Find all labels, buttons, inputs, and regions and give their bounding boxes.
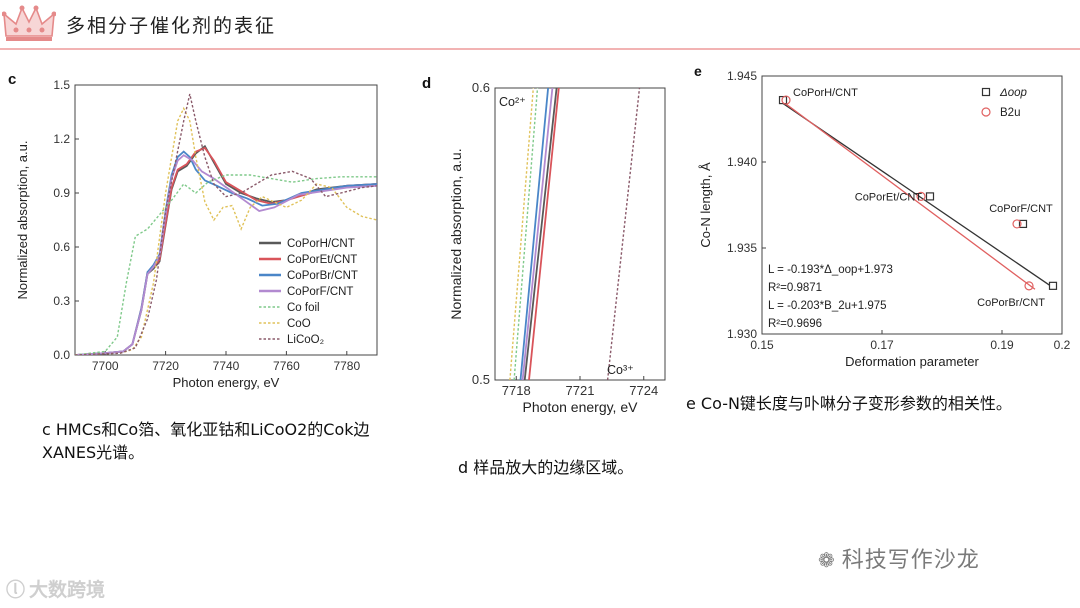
series-line-coporf-cnt — [521, 88, 554, 380]
x-tick-label: 7740 — [213, 359, 240, 373]
series-line-licoo — [75, 93, 377, 355]
legend-label--oop: Δoop — [999, 87, 1028, 99]
legend-label-coo: CoO — [287, 318, 311, 330]
point-label-coporf-cnt: CoPorF/CNT — [989, 203, 1053, 215]
legend-marker--oop — [981, 87, 991, 97]
y-axis-label: Normalized absorption, a.u. — [448, 148, 464, 319]
plot-frame — [761, 75, 1063, 335]
point-label-coporet-cnt: CoPorEt/CNT — [855, 191, 923, 203]
x-tick-label: 7700 — [92, 359, 119, 373]
header-divider — [0, 48, 1080, 50]
watermark-right: ❁ 科技写作沙龙 — [818, 542, 980, 574]
panel-label-d: d — [422, 75, 431, 92]
point-label-coporbr-cnt: CoPorBr/CNT — [977, 297, 1045, 309]
series-line-coo — [75, 106, 377, 355]
y-tick-label: 1.5 — [53, 78, 70, 92]
fit-equation-2: L = -0.203*B_2u+1.975 — [768, 300, 887, 312]
x-tick-label: 7718 — [502, 383, 531, 398]
fit-equation-1: R²=0.9871 — [768, 282, 822, 294]
caption-d: d 样品放大的边缘区域。 — [458, 458, 634, 477]
page-header: 多相分子催化剂的表征 — [0, 0, 1080, 50]
y-tick-label: 0.6 — [53, 240, 70, 254]
data-point--oop — [1048, 281, 1058, 290]
watermark-right-text: 科技写作沙龙 — [841, 548, 980, 573]
y-tick-label: 0.3 — [53, 294, 70, 308]
series-line-coporbr-cnt — [519, 88, 549, 380]
series-line-coporh-cnt — [523, 88, 558, 380]
data-point--oop — [925, 192, 935, 201]
x-axis-label: Deformation parameter — [845, 354, 979, 369]
y-tick-label: 1.940 — [727, 155, 757, 169]
y-tick-label: 0.5 — [472, 372, 490, 387]
plot-frame — [494, 87, 666, 381]
x-tick-label: 7721 — [566, 383, 595, 398]
x-axis-label: Photon energy, eV — [173, 375, 280, 390]
point-label-coporh-cnt: CoPorH/CNT — [793, 87, 858, 99]
x-tick-label: 0.17 — [870, 338, 894, 352]
logo-icon: ⓛ — [6, 579, 26, 601]
data-point-b2u — [1012, 219, 1022, 229]
y-tick-label: 0.6 — [472, 80, 490, 95]
chart-c: c 7700 7720 7740 7760 7780 0.0 0.3 0.6 0.9 1.2 1.5 P… — [8, 71, 378, 390]
x-tick-label: 7760 — [273, 359, 300, 373]
page-title: 多相分子催化剂的表征 — [66, 15, 277, 37]
x-tick-label: 0.19 — [990, 338, 1014, 352]
data-point--oop — [1018, 219, 1028, 229]
fit-line-b2u — [782, 101, 1036, 290]
annotation-co2: Co²⁺ — [499, 95, 526, 109]
y-tick-label: 0.0 — [53, 348, 70, 362]
legend-label-b2u: B2u — [1000, 107, 1020, 119]
caption-c: c HMCs和Co箔、氧化亚钴和LiCoO2的Cok边XANES光谱。 — [42, 420, 370, 462]
y-axis-label: Co-N length, Å — [698, 162, 713, 248]
y-tick-label: 1.930 — [727, 327, 757, 341]
y-tick-label: 1.2 — [53, 132, 70, 146]
fit-line--oop — [782, 102, 1054, 289]
legend-label-licoo: LiCoO₂ — [287, 334, 324, 346]
watermark-left: ⓛ 大数跨境 — [6, 575, 105, 602]
x-tick-label: 7724 — [629, 383, 658, 398]
data-point-b2u — [1024, 281, 1034, 291]
y-axis-label: Normalized absorption, a.u. — [15, 141, 30, 300]
x-tick-label: 7720 — [152, 359, 179, 373]
series-line-coporh-cnt — [75, 144, 377, 355]
x-tick-label: 7780 — [333, 359, 360, 373]
wechat-icon: ❁ — [818, 548, 836, 572]
plot-frame — [74, 84, 378, 356]
series-line-coporf-cnt — [75, 154, 377, 355]
fit-equation-0: L = -0.193*Δ_oop+1.973 — [768, 264, 893, 276]
caption-e: e Co-N键长度与卟啉分子变形参数的相关性。 — [686, 394, 1012, 413]
series-line-co-foil — [75, 174, 377, 355]
legend-label-co-foil: Co foil — [287, 302, 320, 314]
panel-label-e: e — [694, 63, 702, 79]
crown-icon — [2, 5, 56, 41]
legend-marker-b2u — [981, 107, 991, 117]
data-point-b2u — [781, 95, 791, 105]
series-line-coporet-cnt — [75, 146, 377, 355]
series-line-coporet-cnt — [528, 88, 560, 380]
chart-d: d 7718 7721 7724 0.5 0.6 Photon energy, eV Norm… — [422, 75, 666, 415]
x-axis-label: Photon energy, eV — [523, 399, 639, 415]
fit-equation-3: R²=0.9696 — [768, 318, 822, 330]
legend-label-coporf-cnt: CoPorF/CNT — [287, 286, 353, 298]
x-tick-label: 0.2 — [1054, 338, 1071, 352]
series-line-co-foil — [513, 88, 539, 380]
legend-label-coporbr-cnt: CoPorBr/CNT — [287, 270, 358, 282]
y-tick-label: 1.945 — [727, 69, 757, 83]
series-line-licoo — [606, 88, 641, 380]
y-tick-label: 1.935 — [727, 241, 757, 255]
data-point-b2u — [916, 191, 926, 201]
chart-e: e 0.15 0.17 0.19 0.2 1.930 1.935 1.940 1.945 Defo… — [694, 63, 1071, 369]
x-tick-label: 0.15 — [750, 338, 774, 352]
legend-label-coporh-cnt: CoPorH/CNT — [287, 238, 355, 250]
legend-label-coporet-cnt: CoPorEt/CNT — [287, 254, 357, 266]
panel-label-c: c — [8, 71, 16, 88]
series-line-coo — [509, 88, 534, 380]
y-tick-label: 0.9 — [53, 186, 70, 200]
data-point--oop — [778, 95, 788, 105]
annotation-co3: Co³⁺ — [607, 363, 634, 377]
watermark-left-text: 大数跨境 — [29, 579, 106, 601]
